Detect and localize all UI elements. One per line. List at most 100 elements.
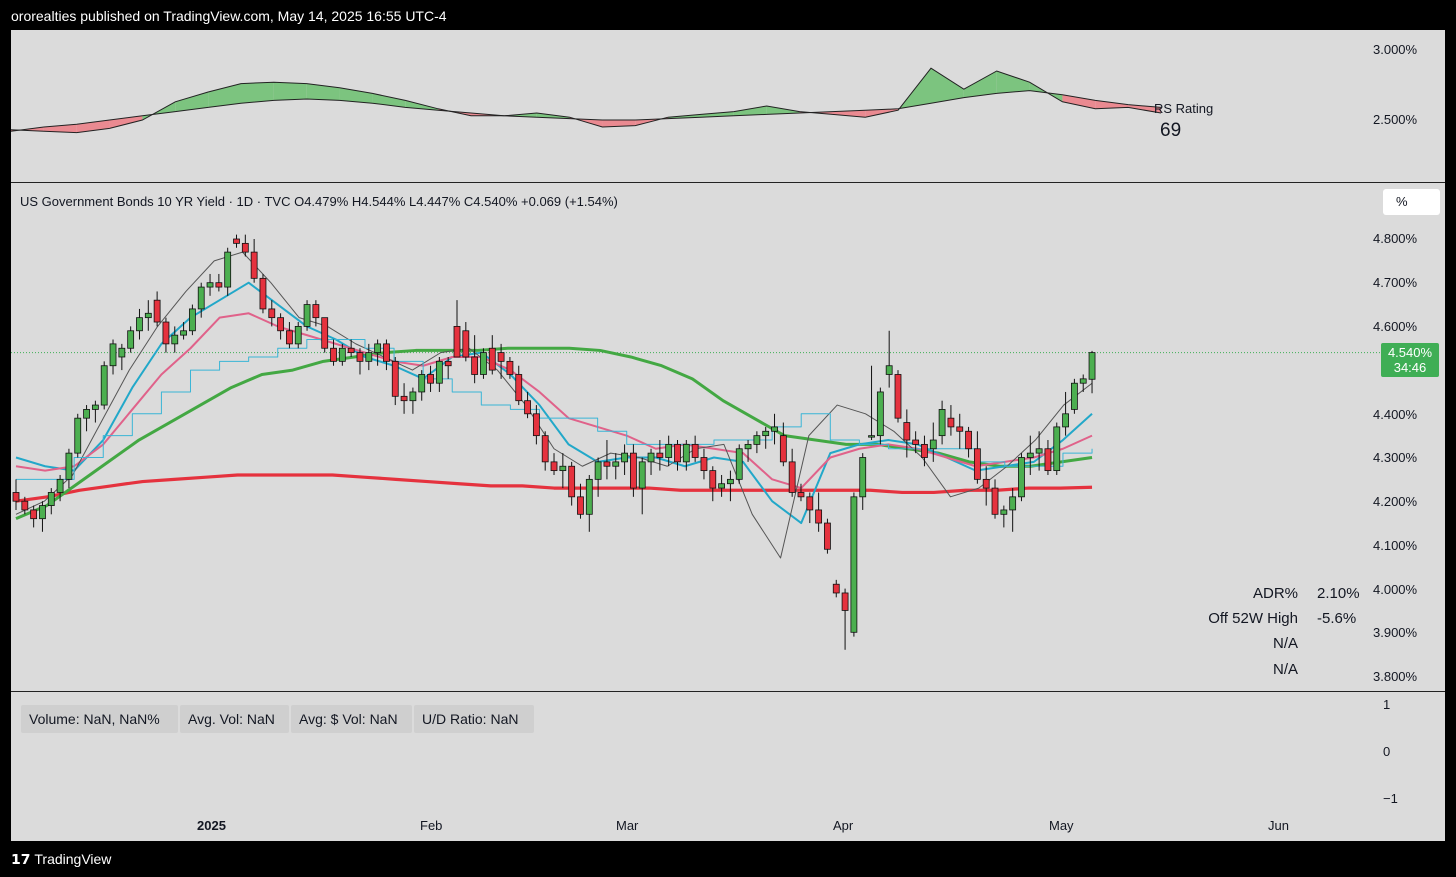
tradingview-logo[interactable]: 𝟭𝟳 TradingView <box>11 851 111 868</box>
candle-body <box>682 443 690 463</box>
candle-body <box>630 452 637 489</box>
candle-body <box>241 242 249 253</box>
candle-body <box>735 448 743 480</box>
candle-body <box>268 308 276 319</box>
candle-body <box>197 286 205 310</box>
rs-y-tick: 2.500% <box>1373 112 1418 127</box>
candle-body <box>585 478 593 515</box>
stat-label-na: N/A <box>1272 635 1298 652</box>
candle-body <box>903 422 911 441</box>
rs-fill <box>208 83 241 108</box>
price-y-tick: 4.700% <box>1373 275 1418 290</box>
candle-body <box>815 509 823 524</box>
candle-body <box>153 299 161 323</box>
rs-rating-label: RS Rating <box>1154 101 1214 116</box>
candle-body <box>471 356 479 375</box>
candle-body <box>727 478 734 485</box>
candle-body <box>356 352 364 362</box>
candle-body <box>603 461 611 467</box>
candle-body <box>39 505 46 520</box>
rs-fill <box>241 82 274 104</box>
price-y-tick: 3.900% <box>1373 625 1418 640</box>
candle-body <box>365 352 373 362</box>
candle-body <box>30 509 38 520</box>
rs-fill <box>602 120 636 127</box>
candle-body <box>1000 509 1008 515</box>
candle-body <box>1035 448 1043 454</box>
chart-canvas[interactable] <box>11 30 1445 841</box>
candle-body <box>47 492 55 506</box>
candle-body <box>938 409 946 437</box>
candle-body <box>409 391 417 402</box>
x-label-mar: Mar <box>616 818 639 833</box>
candle-body <box>453 325 461 358</box>
candle-body <box>162 321 170 345</box>
candle-body <box>506 360 514 375</box>
price-y-tick: 4.200% <box>1373 494 1418 509</box>
price-y-tick: 4.000% <box>1373 582 1418 597</box>
panel-separator <box>11 691 1445 692</box>
candle-body <box>347 347 355 354</box>
x-label-may: May <box>1049 818 1074 833</box>
x-label-feb: Feb <box>420 818 443 833</box>
unit-button[interactable]: % <box>1383 189 1440 215</box>
stat-label-adr: ADR% <box>1252 585 1298 602</box>
candle-body <box>965 430 972 450</box>
candle-body <box>921 443 928 458</box>
candle-body <box>1018 457 1025 498</box>
candle-body <box>762 430 770 437</box>
candle-body <box>894 374 902 419</box>
x-label-apr: Apr <box>833 818 854 833</box>
candle-body <box>638 461 646 489</box>
candle-body <box>947 417 955 428</box>
candle-body <box>515 374 523 402</box>
candle-body <box>321 317 329 349</box>
candle-body <box>488 347 496 371</box>
rs-fill <box>306 83 340 101</box>
vol-y-tick: 0 <box>1383 744 1391 759</box>
rs-fill <box>175 92 209 112</box>
rs-fill <box>1095 100 1129 109</box>
candle-body <box>83 409 90 419</box>
candle-body <box>374 343 382 354</box>
candle-body <box>991 487 999 515</box>
rs-fill <box>733 106 767 116</box>
candle-body <box>418 374 426 393</box>
candle-body <box>797 492 805 498</box>
rs-fill <box>109 115 143 129</box>
candle-body <box>665 443 673 458</box>
chart-frame[interactable]: RS Rating 69 3.000% 2.500% US Government… <box>11 30 1445 841</box>
brand-name: TradingView <box>34 851 112 867</box>
price-y-tick: 4.100% <box>1373 538 1418 553</box>
symbol-legend[interactable]: US Government Bonds 10 YR Yield · 1D · T… <box>20 194 618 209</box>
candle-body <box>497 352 505 362</box>
candle-body <box>594 461 602 480</box>
publish-line: ororealties published on TradingView.com… <box>11 8 447 24</box>
candle-body <box>56 478 64 493</box>
candle-body <box>250 251 258 279</box>
candle-body <box>524 400 531 415</box>
rs-price-line <box>11 67 1162 134</box>
candle-body <box>74 417 82 454</box>
stat-label-off-high: Off 52W High <box>1208 610 1298 627</box>
rs-fill <box>832 110 866 118</box>
candle-body <box>330 347 337 362</box>
candle-body <box>912 439 920 445</box>
candle-body <box>391 360 399 397</box>
rs-fill <box>339 87 373 104</box>
candle-body <box>21 500 29 511</box>
candle-body <box>868 435 875 438</box>
candle-body <box>568 465 576 498</box>
stat-label-na: N/A <box>1272 661 1298 678</box>
candle-body <box>647 452 655 463</box>
candle-body <box>541 435 549 463</box>
candle-body <box>1062 413 1069 428</box>
candle-body <box>929 439 937 450</box>
candle-body <box>700 457 708 472</box>
candle-body <box>1026 452 1034 458</box>
candle-body <box>674 443 681 463</box>
candle-body <box>956 426 964 432</box>
candle-body <box>841 592 849 611</box>
candle-body <box>91 404 99 410</box>
candle-body <box>612 461 620 467</box>
